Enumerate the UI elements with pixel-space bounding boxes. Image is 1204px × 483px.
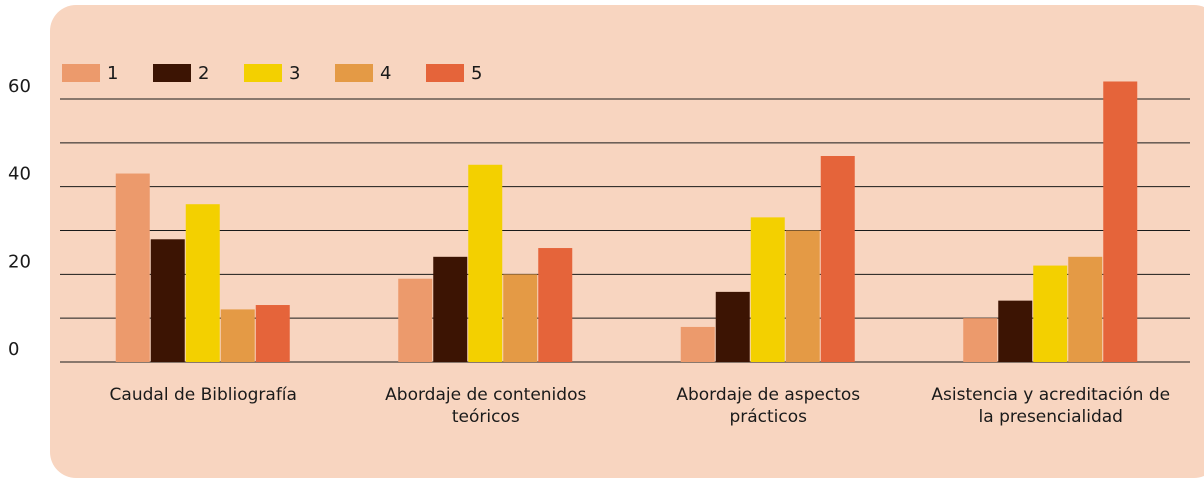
bar [220, 309, 255, 362]
bar [150, 239, 185, 362]
y-tick-label: 0 [8, 339, 19, 360]
bar [820, 155, 855, 362]
legend-label: 5 [471, 63, 482, 84]
panel [50, 5, 1204, 478]
bar [468, 164, 503, 362]
legend-swatch [153, 64, 191, 82]
legend-label: 3 [289, 63, 300, 84]
bar [255, 305, 290, 362]
bar [1068, 256, 1103, 362]
bar [538, 248, 573, 362]
x-tick-label: Abordaje de aspectos prácticos [676, 385, 861, 427]
bar [715, 291, 750, 362]
bar [998, 300, 1033, 362]
y-tick-label: 60 [8, 76, 31, 97]
legend-swatch [426, 64, 464, 82]
legend-swatch [62, 64, 100, 82]
y-tick-label: 20 [8, 251, 31, 272]
bar [433, 256, 468, 362]
x-tick-label: Caudal de Bibliografía [109, 385, 297, 405]
bar [398, 278, 433, 362]
legend-label: 1 [107, 63, 118, 84]
bar [115, 173, 150, 362]
legend-label: 4 [380, 63, 391, 84]
x-tick-label: Asistencia y acreditación de la presenci… [931, 385, 1171, 427]
bar [785, 230, 820, 362]
legend-swatch [244, 64, 282, 82]
bar [680, 326, 715, 362]
bar [1033, 265, 1068, 362]
x-tick-label: Abordaje de contenidos teóricos [385, 385, 587, 427]
y-tick-label: 40 [8, 164, 31, 185]
bar [963, 318, 998, 362]
bar [1103, 81, 1138, 362]
bar [503, 274, 538, 362]
legend-label: 2 [198, 63, 209, 84]
bar [185, 204, 220, 362]
legend-swatch [335, 64, 373, 82]
bar [750, 217, 785, 362]
